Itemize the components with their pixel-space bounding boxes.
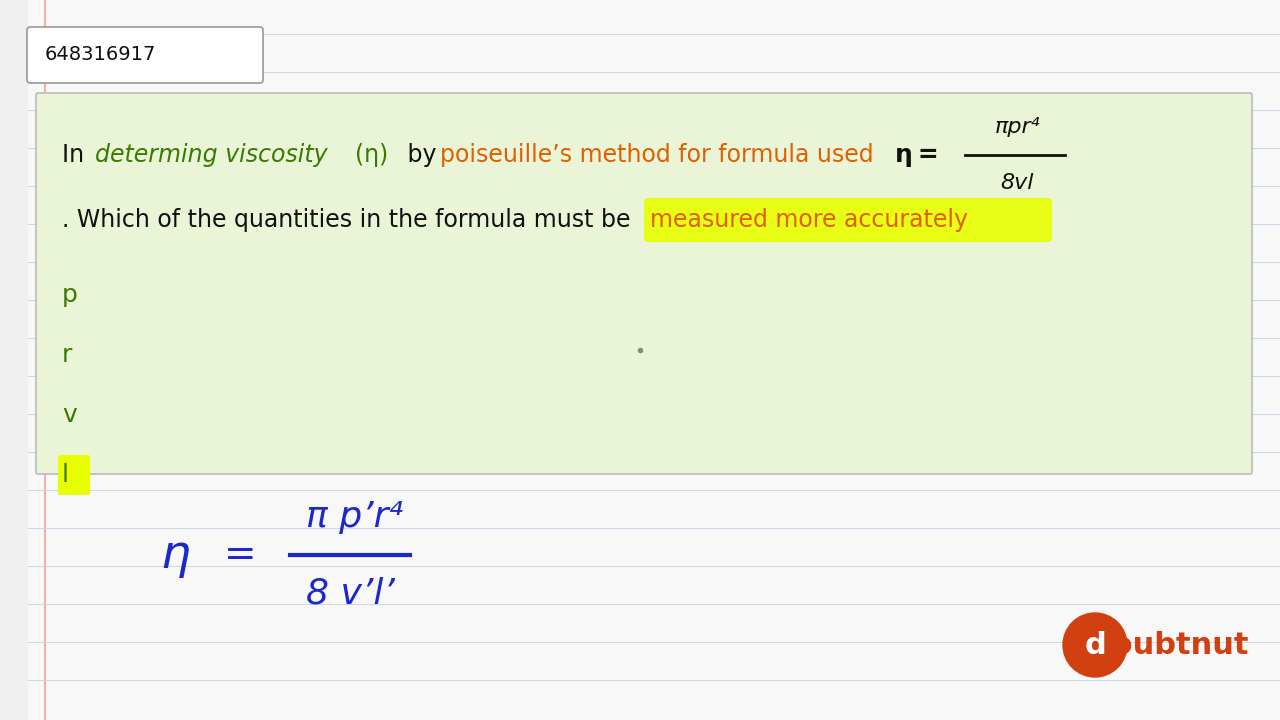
FancyBboxPatch shape bbox=[644, 198, 1052, 242]
Text: π p’r⁴: π p’r⁴ bbox=[306, 500, 403, 534]
Text: doubtnut: doubtnut bbox=[1091, 631, 1249, 660]
Text: 648316917: 648316917 bbox=[45, 45, 156, 65]
FancyBboxPatch shape bbox=[36, 93, 1252, 474]
Circle shape bbox=[1062, 613, 1126, 677]
Text: . Which of the quantities in the formula must be: . Which of the quantities in the formula… bbox=[61, 208, 637, 232]
Text: η =: η = bbox=[895, 143, 938, 167]
Text: r: r bbox=[61, 343, 73, 367]
Text: 8 v’l’: 8 v’l’ bbox=[306, 576, 394, 610]
Text: 8vl: 8vl bbox=[1000, 173, 1033, 193]
Text: (η): (η) bbox=[355, 143, 388, 167]
Text: πpr⁴: πpr⁴ bbox=[995, 117, 1041, 137]
FancyBboxPatch shape bbox=[27, 27, 262, 83]
Text: measured more accurately: measured more accurately bbox=[650, 208, 968, 232]
FancyBboxPatch shape bbox=[58, 455, 90, 495]
Text: v: v bbox=[61, 403, 77, 427]
Text: by: by bbox=[399, 143, 444, 167]
Text: l: l bbox=[61, 463, 69, 487]
Text: In: In bbox=[61, 143, 92, 167]
Text: d: d bbox=[1084, 631, 1106, 660]
Text: p: p bbox=[61, 283, 78, 307]
Text: poiseuille’s method for formula used: poiseuille’s method for formula used bbox=[440, 143, 881, 167]
Text: η: η bbox=[160, 533, 189, 577]
Text: determing viscosity: determing viscosity bbox=[95, 143, 335, 167]
Text: =: = bbox=[224, 536, 256, 574]
